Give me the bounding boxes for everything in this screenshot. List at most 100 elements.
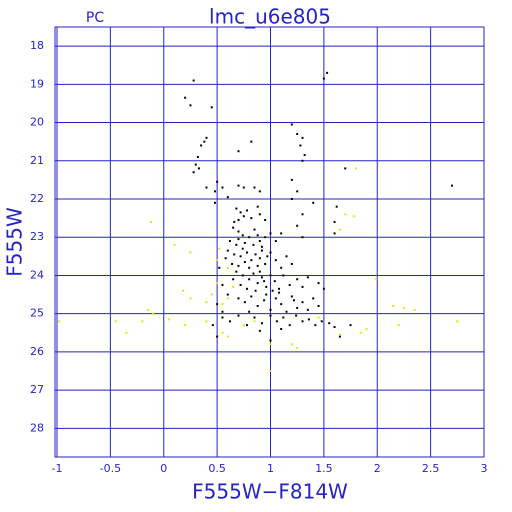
point — [237, 314, 240, 317]
point — [205, 186, 208, 189]
point — [246, 287, 249, 290]
point — [288, 284, 291, 286]
point — [254, 253, 257, 256]
point — [235, 207, 238, 210]
point — [205, 301, 208, 304]
point — [228, 240, 231, 243]
point — [239, 255, 242, 258]
point — [242, 215, 245, 218]
point — [237, 230, 240, 233]
point — [253, 316, 256, 319]
point — [173, 243, 176, 246]
point — [290, 295, 293, 298]
point — [205, 320, 208, 323]
point — [260, 245, 263, 248]
point — [256, 205, 259, 208]
point — [260, 322, 263, 325]
point — [290, 262, 293, 265]
x-tick-label: 3 — [481, 462, 488, 475]
point — [258, 190, 261, 193]
point — [352, 215, 355, 218]
point — [328, 322, 331, 325]
point — [301, 285, 304, 288]
point — [203, 140, 206, 143]
point — [149, 220, 152, 223]
point — [246, 324, 249, 327]
point — [264, 262, 267, 265]
point — [326, 71, 329, 74]
x-tick-label: 2 — [374, 462, 381, 475]
point — [196, 155, 199, 158]
point — [301, 136, 304, 139]
x-tick-label: -1 — [52, 462, 63, 475]
x-tick-label: 1 — [267, 462, 274, 475]
point — [184, 324, 187, 327]
chart-title: lmc_u6e805 — [209, 5, 331, 29]
point — [413, 308, 416, 311]
point — [250, 295, 253, 298]
point — [189, 104, 192, 107]
y-axis-label: F555W — [3, 207, 27, 277]
point — [248, 278, 251, 281]
point — [248, 236, 251, 239]
point — [226, 266, 229, 269]
point — [197, 167, 200, 170]
point — [213, 190, 216, 193]
point — [312, 297, 315, 300]
point — [239, 284, 242, 286]
y-tick-label: 21 — [30, 154, 44, 167]
point — [216, 259, 219, 262]
point — [397, 324, 400, 327]
point — [264, 219, 267, 222]
point — [232, 226, 235, 229]
point — [224, 257, 227, 260]
point — [192, 171, 195, 174]
point — [402, 306, 405, 309]
point — [322, 77, 325, 80]
point — [280, 232, 283, 235]
point — [306, 308, 309, 311]
point — [252, 243, 255, 246]
point — [243, 301, 246, 304]
point — [243, 241, 246, 244]
point — [285, 310, 288, 313]
point — [333, 220, 336, 223]
point — [237, 238, 240, 241]
point — [264, 236, 267, 239]
point — [258, 270, 261, 273]
point — [237, 219, 240, 222]
point — [375, 278, 378, 281]
point — [235, 270, 238, 273]
point — [303, 154, 306, 157]
point — [354, 167, 357, 170]
point — [181, 289, 184, 292]
point — [233, 220, 236, 223]
point — [210, 106, 213, 109]
y-tick-label: 26 — [30, 345, 44, 358]
y-tick-label: 27 — [30, 383, 44, 396]
point — [301, 320, 304, 323]
x-tick-label: 1.5 — [315, 462, 333, 475]
point — [226, 297, 229, 300]
point — [292, 299, 295, 302]
point — [285, 255, 288, 258]
point — [269, 251, 272, 254]
point — [296, 347, 299, 350]
point — [271, 289, 274, 292]
point — [266, 255, 269, 258]
point — [258, 213, 261, 216]
point — [274, 297, 277, 300]
y-tick-label: 20 — [30, 116, 44, 129]
point — [295, 314, 298, 317]
point — [254, 289, 257, 292]
point — [269, 370, 272, 372]
point — [256, 234, 259, 237]
point — [216, 303, 219, 306]
point — [344, 167, 347, 170]
point — [232, 278, 235, 281]
point — [213, 201, 216, 204]
point — [226, 196, 229, 199]
point — [317, 316, 320, 319]
point — [273, 280, 276, 283]
point — [256, 264, 259, 267]
